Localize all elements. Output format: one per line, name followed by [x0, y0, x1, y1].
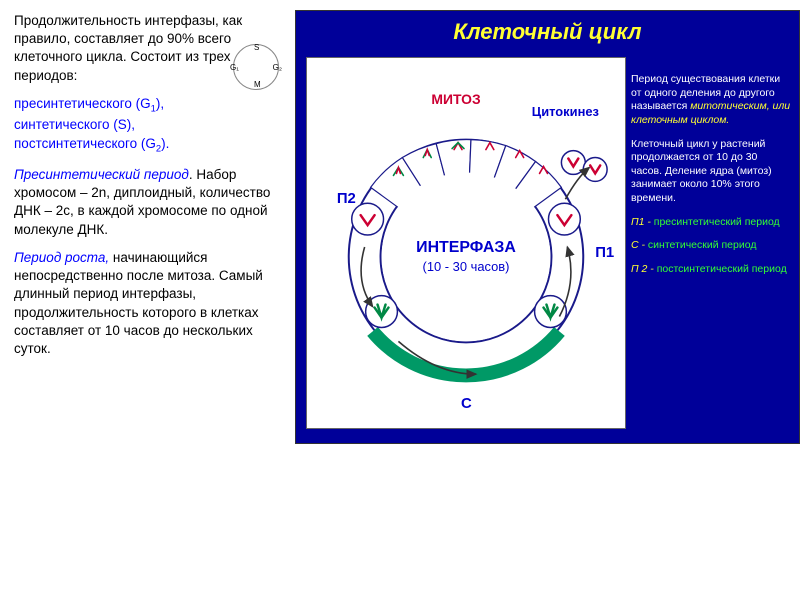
side-p1: Период существования клетки от одного де…	[631, 73, 791, 128]
p1-label: П1	[595, 245, 614, 261]
side-l1b: пресинтетический период	[654, 216, 780, 228]
slide-side-text: Период существования клетки от одного де…	[631, 73, 791, 287]
side-p2: Клеточный цикл у растений продолжается о…	[631, 138, 791, 206]
side-l2a: С -	[631, 239, 648, 251]
side-legend-c: С - синтетический период	[631, 239, 791, 253]
side-legend-p2: П 2 - постсинтетический период	[631, 263, 791, 277]
cytokinesis-label: Цитокинез	[532, 104, 599, 119]
intro-paragraph: Продолжительность интерфазы, как правило…	[14, 12, 287, 85]
slide-panel: Клеточный цикл Период существования клет…	[295, 10, 800, 444]
mitosis-label: МИТОЗ	[431, 91, 481, 107]
c-label: С	[461, 396, 472, 412]
g2-label-a: постсинтетического (G	[14, 136, 156, 151]
g1-label-a: пресинтетического (G	[14, 96, 151, 111]
growth-paragraph: Период роста, начинающийся непосредствен…	[14, 249, 287, 358]
cell-cycle-diagram: ИНТЕРФАЗА (10 - 30 часов) МИТОЗ Цитокине…	[306, 57, 626, 429]
p2-label: П2	[337, 191, 356, 207]
growth-title: Период роста,	[14, 250, 109, 265]
g1-label-b: ),	[156, 96, 164, 111]
side-l1a: П1 -	[631, 216, 654, 228]
mini-g1: G₁	[230, 63, 239, 74]
diagram-svg: ИНТЕРФАЗА (10 - 30 часов) МИТОЗ Цитокине…	[307, 58, 625, 428]
left-text-column: Продолжительность интерфазы, как правило…	[0, 0, 295, 600]
side-l2b: синтетический период	[648, 239, 757, 251]
mini-g2: G₂	[273, 63, 282, 74]
mini-cycle-icon: S G₁ G₂ M	[233, 44, 279, 90]
intro-text: Продолжительность интерфазы, как правило…	[14, 13, 242, 83]
interphase-label: ИНТЕРФАЗА	[416, 239, 516, 256]
side-l3a: П 2 -	[631, 263, 657, 275]
growth-body: начинающийся непосредственно после митоз…	[14, 250, 263, 356]
periods-list: пресинтетического (G1), синтетического (…	[14, 95, 287, 156]
presynthetic-title: Пресинтетический период	[14, 167, 189, 182]
s-label: синтетического (S),	[14, 117, 135, 132]
mini-m: M	[254, 80, 261, 91]
side-l3b: постсинтетический период	[657, 263, 787, 275]
mini-s: S	[254, 43, 259, 54]
g2-label-b: ).	[161, 136, 169, 151]
presynthetic-paragraph: Пресинтетический период. Набор хромосом …	[14, 166, 287, 239]
slide-title: Клеточный цикл	[296, 11, 799, 51]
side-legend-p1: П1 - пресинтетический период	[631, 216, 791, 230]
interphase-duration: (10 - 30 часов)	[423, 259, 510, 274]
